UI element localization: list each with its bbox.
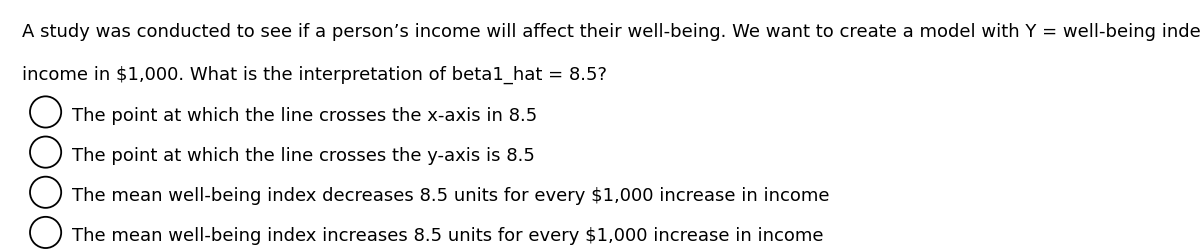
Text: income in $1,000. What is the interpretation of beta1_hat = 8.5?: income in $1,000. What is the interpreta…	[22, 65, 607, 83]
Text: The mean well-being index increases 8.5 units for every $1,000 increase in incom: The mean well-being index increases 8.5 …	[72, 226, 823, 244]
Text: The point at which the line crosses the x-axis in 8.5: The point at which the line crosses the …	[72, 106, 538, 124]
Text: The point at which the line crosses the y-axis is 8.5: The point at which the line crosses the …	[72, 146, 535, 164]
Text: A study was conducted to see if a person’s income will affect their well-being. : A study was conducted to see if a person…	[22, 22, 1200, 40]
Text: The mean well-being index decreases 8.5 units for every $1,000 increase in incom: The mean well-being index decreases 8.5 …	[72, 186, 829, 204]
